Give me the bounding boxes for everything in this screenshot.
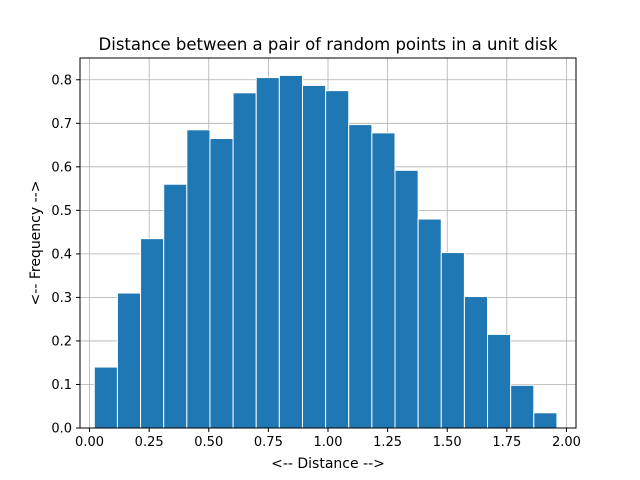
histogram-bar (140, 238, 165, 429)
y-tick-label: 0.1 (51, 378, 72, 393)
histogram-bar (325, 90, 350, 429)
histogram-bar (417, 218, 442, 429)
y-tick-label: 0.2 (51, 334, 72, 349)
histogram-bar (93, 366, 118, 429)
histogram-bar (533, 412, 558, 429)
histogram-bar (116, 292, 142, 429)
x-tick-label: 1.00 (314, 435, 343, 450)
histogram-bar (371, 132, 396, 429)
y-tick-label: 0.0 (51, 422, 72, 437)
histogram-bar (232, 92, 257, 429)
histogram-bar (487, 333, 512, 429)
x-tick-label: 0.25 (135, 435, 164, 450)
x-tick-label: 1.25 (373, 435, 402, 450)
x-axis-ticks: 0.00 0.25 0.50 0.75 1.00 1.25 1.50 1.75 2.00 (75, 428, 581, 450)
histogram-bar (255, 77, 280, 429)
histogram-bar (348, 124, 373, 429)
y-axis-ticks: 0.0 0.1 0.2 0.3 0.4 0.5 0.6 0.7 0.8 (51, 73, 80, 437)
y-tick-label: 0.8 (51, 73, 72, 88)
histogram-bar (278, 74, 303, 429)
histogram-bar (186, 129, 211, 429)
x-tick-label: 0.50 (194, 435, 223, 450)
chart-title: Distance between a pair of random points… (99, 35, 558, 54)
histogram-bar (463, 296, 489, 429)
histogram-bar (301, 84, 327, 429)
histogram-bar (209, 138, 234, 429)
histogram-bar (163, 183, 188, 429)
y-tick-label: 0.5 (51, 204, 72, 219)
histogram-bar (510, 384, 535, 429)
x-tick-label: 1.50 (433, 435, 462, 450)
histogram-bar (394, 169, 419, 429)
x-tick-label: 2.00 (552, 435, 581, 450)
x-axis-label: <-- Distance --> (271, 456, 385, 472)
y-tick-label: 0.7 (51, 117, 72, 132)
x-tick-label: 1.75 (492, 435, 521, 450)
y-tick-label: 0.6 (51, 160, 72, 175)
histogram-bar (440, 252, 465, 429)
x-tick-label: 0.00 (75, 435, 104, 450)
y-axis-label: <-- Frequency --> (28, 181, 44, 306)
x-tick-label: 0.75 (254, 435, 283, 450)
y-tick-label: 0.3 (51, 291, 72, 306)
y-tick-label: 0.4 (51, 247, 72, 262)
bars (93, 74, 558, 429)
